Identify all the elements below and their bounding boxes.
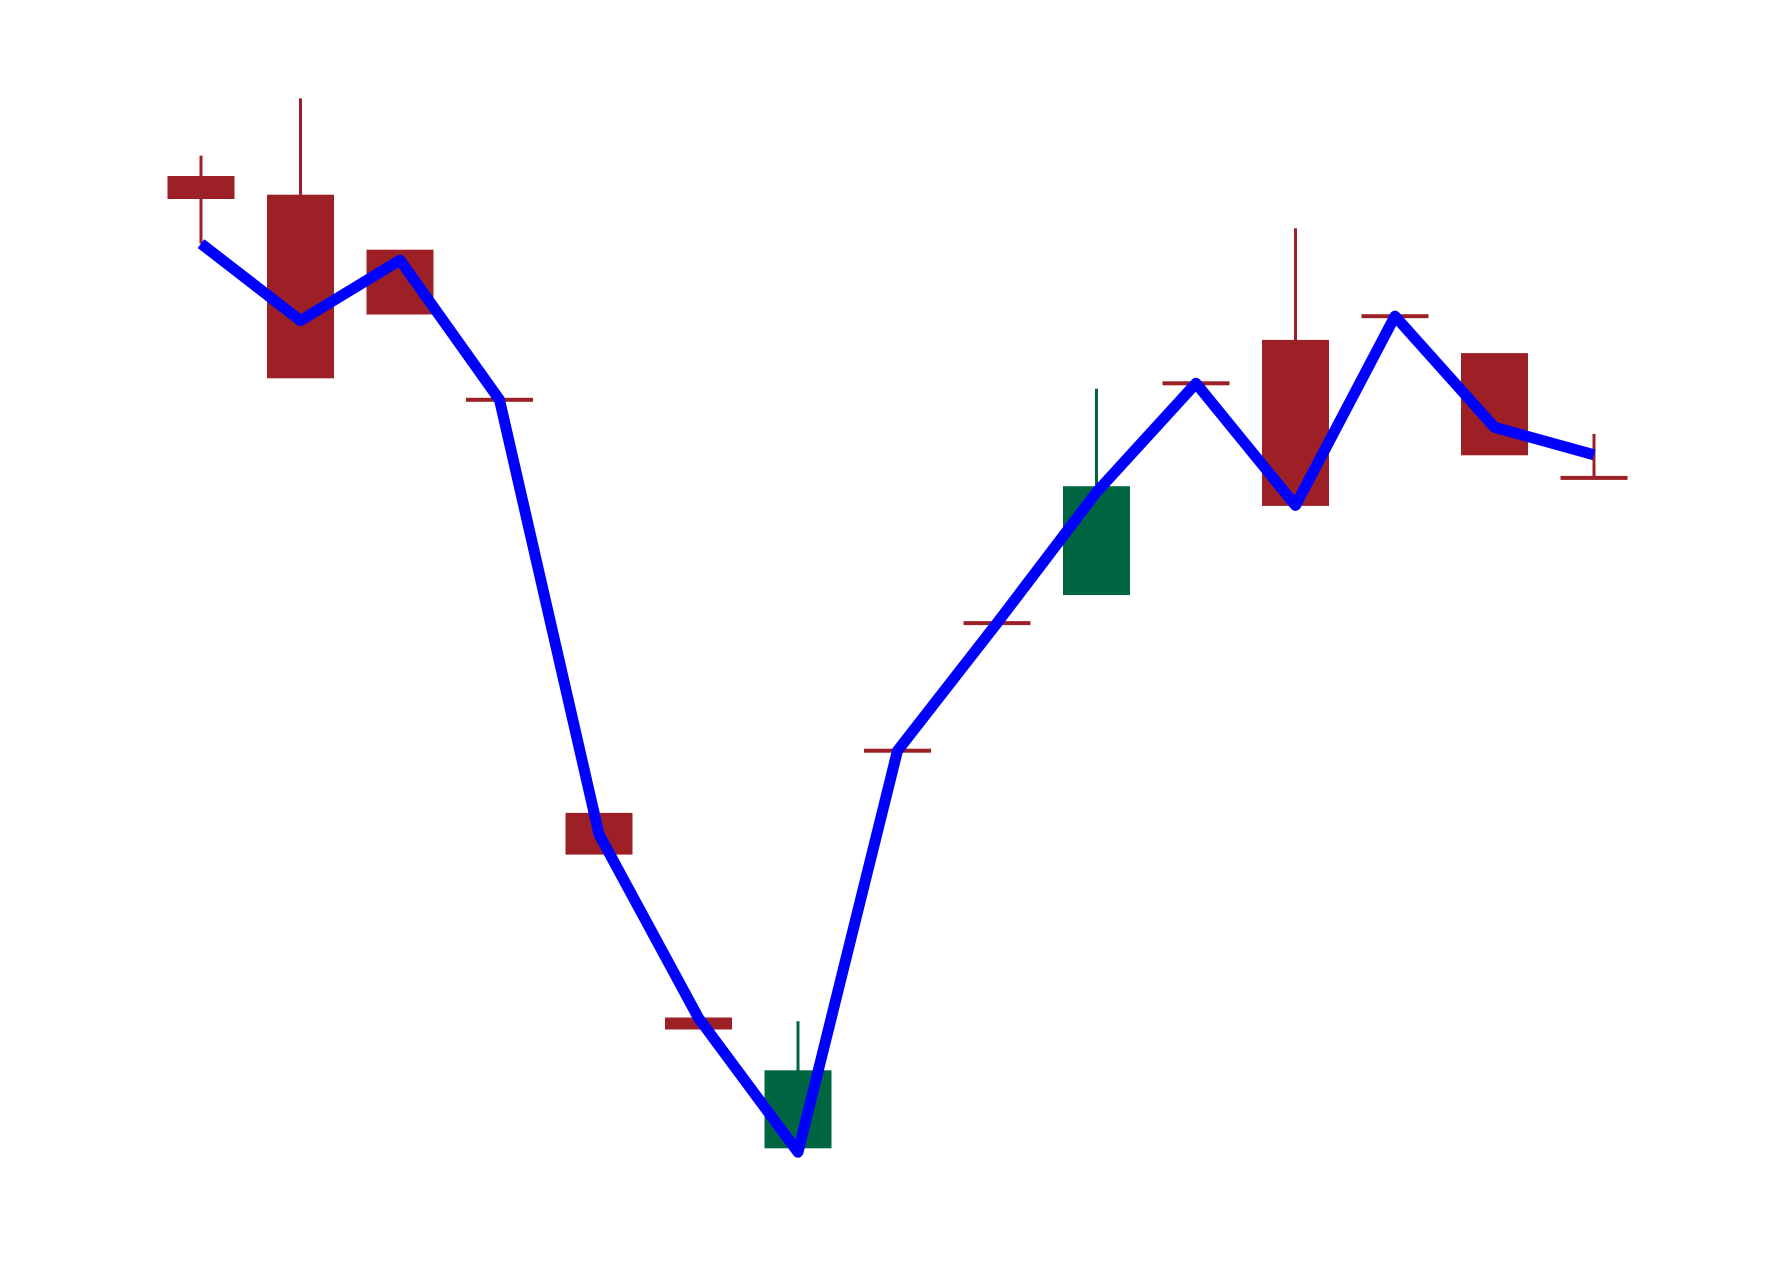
candle-body	[167, 176, 235, 199]
candle-1	[167, 155, 235, 244]
candle-body	[1560, 475, 1628, 480]
candle-body	[267, 194, 334, 379]
overlay-line	[197, 239, 1596, 1158]
candle-2	[267, 98, 334, 379]
line-layer	[197, 239, 1596, 1158]
candle-body	[1063, 486, 1130, 596]
candle-15	[1560, 433, 1628, 480]
